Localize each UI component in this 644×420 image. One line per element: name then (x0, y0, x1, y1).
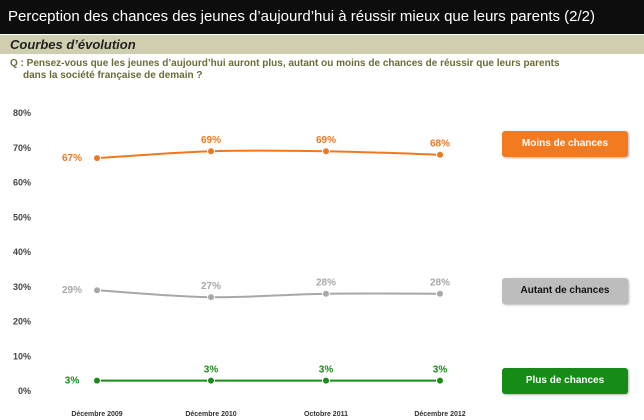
data-label: 69% (201, 135, 221, 146)
y-tick-label: 40% (13, 247, 31, 257)
data-label: 3% (65, 376, 80, 387)
data-point (322, 147, 330, 156)
legend-autant-de-chances: Autant de chances (502, 278, 628, 304)
x-tick-label: Octobre 2011 (304, 411, 348, 418)
x-tick-label: Décembre 2010 (185, 411, 236, 418)
data-label: 3% (319, 365, 334, 376)
y-tick-label: 10% (13, 351, 31, 361)
survey-question: Q : Pensez-vous que les jeunes d’aujourd… (10, 58, 610, 82)
x-tick-label: Décembre 2012 (414, 411, 465, 418)
series-line (96, 149, 441, 160)
data-point (93, 286, 101, 295)
y-tick-label: 80% (13, 108, 31, 118)
question-line-1: Q : Pensez-vous que les jeunes d’aujourd… (10, 58, 560, 69)
legend-plus-de-chances: Plus de chances (502, 368, 628, 394)
data-label: 3% (204, 365, 219, 376)
data-label: 28% (430, 278, 450, 289)
data-label: 69% (316, 135, 336, 146)
data-point (207, 376, 215, 385)
data-point (436, 376, 444, 385)
data-point (322, 289, 330, 298)
y-tick-label: 0% (18, 386, 31, 396)
data-label: 28% (316, 278, 336, 289)
data-point (436, 150, 444, 159)
y-tick-label: 70% (13, 143, 31, 153)
y-tick-label: 50% (13, 212, 31, 222)
data-label: 27% (201, 281, 221, 292)
data-label: 3% (433, 365, 448, 376)
question-line-2: dans la société française de demain ? (23, 70, 203, 81)
data-point (207, 147, 215, 156)
y-tick-label: 30% (13, 282, 31, 292)
data-point (322, 376, 330, 385)
y-tick-label: 60% (13, 178, 31, 188)
y-tick-label: 20% (13, 317, 31, 327)
data-label: 29% (62, 285, 82, 296)
data-point (436, 289, 444, 298)
x-tick-label: Décembre 2009 (71, 411, 122, 418)
data-point (93, 154, 101, 163)
data-point (93, 376, 101, 385)
data-label: 68% (430, 139, 450, 150)
legend-moins-de-chances: Moins de chances (502, 131, 628, 157)
series-line (96, 289, 441, 299)
section-subtitle: Courbes d’évolution (0, 35, 644, 54)
data-label: 67% (62, 153, 82, 164)
page-title: Perception des chances des jeunes d’aujo… (0, 0, 644, 34)
data-point (207, 293, 215, 302)
